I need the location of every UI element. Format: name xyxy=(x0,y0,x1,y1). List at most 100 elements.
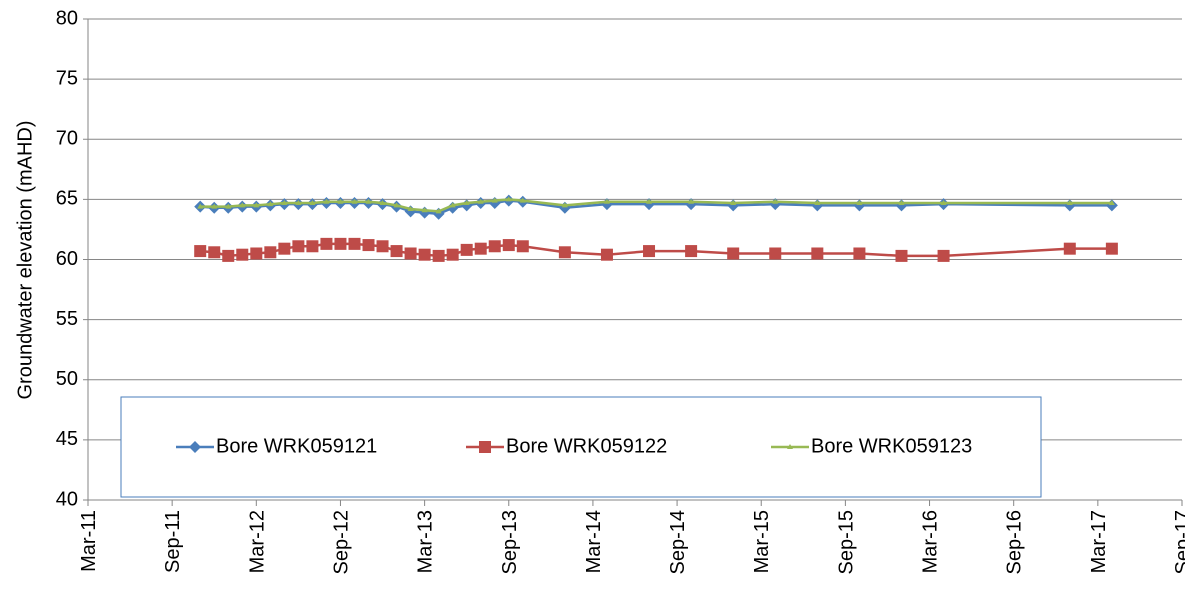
marker xyxy=(194,245,207,258)
x-tick-label: Sep-14 xyxy=(667,510,689,575)
y-tick-label: 65 xyxy=(56,188,78,210)
marker xyxy=(643,245,656,258)
marker xyxy=(856,199,863,205)
marker xyxy=(898,199,905,205)
marker xyxy=(278,242,291,255)
y-tick-label: 80 xyxy=(56,7,78,29)
marker xyxy=(323,198,330,204)
marker xyxy=(488,240,501,253)
marker xyxy=(348,237,361,250)
line xyxy=(200,198,1112,213)
marker xyxy=(730,199,737,205)
x-tick-label: Sep-12 xyxy=(330,510,352,575)
marker xyxy=(351,198,358,204)
marker xyxy=(1066,199,1073,205)
marker xyxy=(685,245,698,258)
x-tick-label: Sep-13 xyxy=(499,510,521,575)
y-axis-label: Groundwater elevation (mAHD) xyxy=(14,121,36,400)
marker xyxy=(253,202,260,208)
series xyxy=(197,196,1115,214)
marker xyxy=(446,248,459,261)
marker xyxy=(1063,242,1076,255)
marker xyxy=(197,203,204,209)
marker xyxy=(418,248,431,261)
x-tick-label: Sep-16 xyxy=(1004,510,1026,575)
marker xyxy=(281,199,288,205)
marker xyxy=(379,199,386,205)
marker xyxy=(407,205,414,211)
marker xyxy=(460,243,473,256)
marker xyxy=(600,248,613,261)
legend-label: Bore WRK059123 xyxy=(811,435,972,457)
marker xyxy=(895,249,908,262)
y-tick-label: 60 xyxy=(56,248,78,270)
marker xyxy=(940,199,947,205)
marker xyxy=(814,199,821,205)
marker xyxy=(320,237,333,250)
y-tick-label: 40 xyxy=(56,488,78,510)
marker xyxy=(211,203,218,209)
x-tick-label: Sep-15 xyxy=(835,510,857,575)
marker xyxy=(404,247,417,260)
y-tick-label: 55 xyxy=(56,308,78,330)
marker xyxy=(1108,199,1115,205)
marker xyxy=(239,202,246,208)
marker xyxy=(449,202,456,208)
x-tick-label: Mar-12 xyxy=(246,510,268,573)
x-tick-label: Mar-14 xyxy=(583,510,605,573)
marker xyxy=(376,240,389,253)
marker xyxy=(435,208,442,214)
x-tick-label: Sep-17 xyxy=(1172,510,1185,575)
y-tick-label: 50 xyxy=(56,368,78,390)
legend-marker xyxy=(479,441,491,453)
series xyxy=(194,194,1118,220)
marker xyxy=(477,198,484,204)
x-tick-label: Mar-15 xyxy=(751,510,773,573)
marker xyxy=(208,246,221,259)
marker xyxy=(772,198,779,204)
marker xyxy=(558,246,571,259)
marker xyxy=(292,240,305,253)
marker xyxy=(502,239,515,252)
legend-box xyxy=(120,396,1042,498)
marker xyxy=(727,247,740,260)
legend-label: Bore WRK059121 xyxy=(216,435,377,457)
marker xyxy=(769,247,782,260)
legend: Bore WRK059121 Bore WRK059122 Bore WRK0591… xyxy=(120,396,1042,498)
marker xyxy=(937,249,950,262)
marker xyxy=(225,203,232,209)
marker xyxy=(334,237,347,250)
y-tick-label: 45 xyxy=(56,428,78,450)
marker xyxy=(250,247,263,260)
marker xyxy=(236,248,249,261)
marker xyxy=(516,240,529,253)
marker xyxy=(267,201,274,207)
marker xyxy=(362,239,375,252)
marker xyxy=(393,202,400,208)
marker xyxy=(264,246,277,259)
marker xyxy=(309,199,316,205)
marker xyxy=(222,249,235,262)
marker xyxy=(337,198,344,204)
legend-marker xyxy=(787,444,793,449)
marker xyxy=(474,242,487,255)
marker xyxy=(306,240,319,253)
legend-marker xyxy=(189,441,201,453)
marker xyxy=(463,199,470,205)
marker xyxy=(646,198,653,204)
x-tick-label: Mar-11 xyxy=(78,510,100,572)
legend-label: Bore WRK059122 xyxy=(506,435,667,457)
marker xyxy=(603,198,610,204)
marker xyxy=(688,198,695,204)
marker xyxy=(390,245,403,258)
x-tick-label: Mar-16 xyxy=(920,510,942,573)
marker xyxy=(491,197,498,203)
marker xyxy=(432,249,445,262)
y-tick-label: 75 xyxy=(56,67,78,89)
y-tick-label: 70 xyxy=(56,128,78,150)
x-tick-label: Sep-11 xyxy=(162,510,184,573)
marker xyxy=(519,197,526,203)
x-tick-label: Mar-17 xyxy=(1088,510,1110,573)
marker xyxy=(811,247,824,260)
